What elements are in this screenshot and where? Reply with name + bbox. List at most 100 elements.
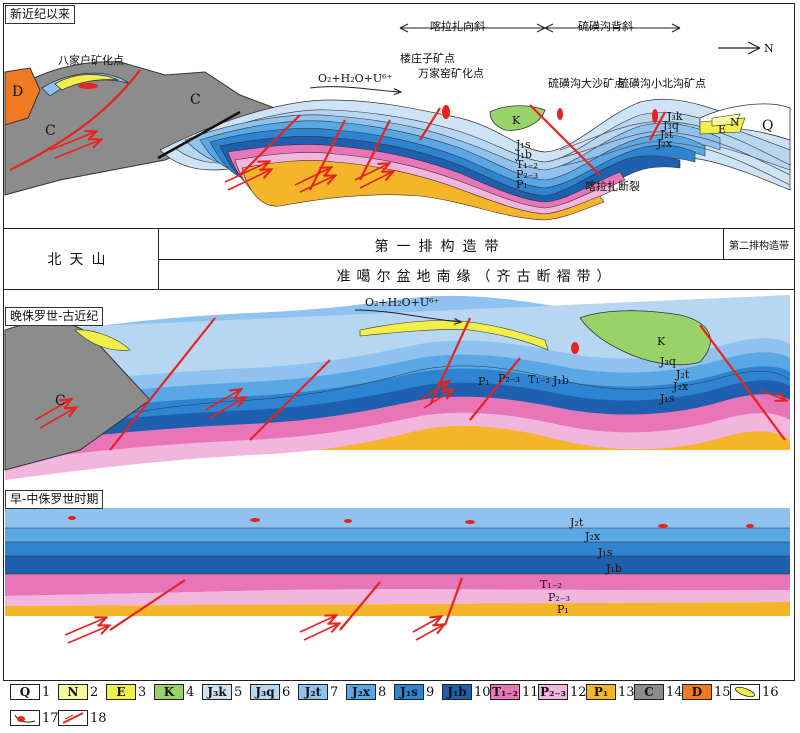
legend-item-11: T₁₋₂ 11 xyxy=(490,683,539,701)
early-j1s xyxy=(5,542,790,556)
early-sym-j2t: J₂t xyxy=(569,516,584,529)
fault-arrows-recent xyxy=(49,132,392,193)
sym-q: Q xyxy=(762,118,773,134)
panel-recent: 喀拉扎向斜 硫磺沟背斜 N 八家户矿化点 楼庄子矿点 万家窑矿化点 硫磺沟大沙矿… xyxy=(4,19,791,221)
legend-item-14: C 14 xyxy=(634,683,683,701)
faults-early xyxy=(109,577,464,631)
unit-d xyxy=(4,67,41,126)
legend-number: 10 xyxy=(474,684,491,700)
legend-swatch-8: J₂x xyxy=(346,684,376,700)
label-wanjiagou: 万家窑矿化点 xyxy=(418,66,484,80)
unit-k-recent xyxy=(489,105,546,131)
late-fluid: O₂+H₂O+U⁶⁺ xyxy=(365,296,440,309)
late-yellow-lens xyxy=(74,329,131,351)
sym-c1: C xyxy=(45,123,56,139)
legend-item-10: J₁b 10 xyxy=(442,683,491,701)
late-sym-c: C xyxy=(55,393,66,409)
sym-k: K xyxy=(512,114,521,127)
legend-item-12: P₂₋₃ 12 xyxy=(538,683,587,701)
early-sym-j2x: J₂x xyxy=(584,530,601,543)
sym-j1s: J₁s xyxy=(515,138,531,151)
legend-item-9: J₁s 9 xyxy=(394,683,434,701)
legend-swatch-10: J₁b xyxy=(442,684,472,700)
label-fault: 喀拉扎断裂 xyxy=(585,179,640,193)
ore-lens xyxy=(78,83,98,89)
sym-n: N xyxy=(730,116,740,129)
faults-recent xyxy=(9,69,666,191)
band-second-zone: 第二排构造带 xyxy=(729,241,789,252)
legend-swatch-7: J₂t xyxy=(298,684,328,700)
early-ore-lenses xyxy=(68,516,754,528)
late-e xyxy=(359,320,549,351)
legend-item-15: D 15 xyxy=(682,683,731,701)
legend-swatch-4: K xyxy=(154,684,184,700)
sym-c2: C xyxy=(190,92,201,108)
legend-swatch-9: J₁s xyxy=(394,684,424,700)
panel-late: O₂+H₂O+U⁶⁺ C K P₁ P₂₋₃ T₁₋₂ J₁b J₃q J₂t … xyxy=(4,295,791,480)
late-sym-t: T₁₋₂ xyxy=(528,373,550,386)
unit-n xyxy=(711,113,741,127)
panel-early: J₂t J₂x J₁s J₁b T₁₋₂ P₂₋₃ P₁ xyxy=(5,508,790,644)
late-ore xyxy=(571,342,579,354)
legend-swatch-15: D xyxy=(682,684,712,700)
early-p1 xyxy=(5,602,790,616)
late-sym-j2x: J₂x xyxy=(672,380,689,393)
legend-number: 16 xyxy=(762,684,779,700)
legend-item-13: P₁ 13 xyxy=(586,683,635,701)
legend-swatch-5: J₃k xyxy=(202,684,232,700)
sym-j1b: J₁b xyxy=(515,148,532,161)
early-sym-p23: P₂₋₃ xyxy=(548,591,570,604)
sym-t-recent: T₁₋₂ xyxy=(516,158,538,171)
legend-swatch-6: J₃q xyxy=(250,684,280,700)
legend-number: 14 xyxy=(666,684,683,700)
label-fluid-recent: O₂+H₂O+U⁶⁺ xyxy=(318,72,393,85)
legend-item-7: J₂t 7 xyxy=(298,683,338,701)
north-arrow-icon xyxy=(718,41,761,55)
sym-j2x: J₂x xyxy=(656,137,673,150)
legend-item-8: J₂x 8 xyxy=(346,683,386,701)
legend-item-5: J₃k 5 xyxy=(202,683,242,701)
legend-swatch-16 xyxy=(730,684,760,700)
panel-title-recent: 新近纪以来 xyxy=(5,5,76,24)
panel-title-late: 晚侏罗世-古近纪 xyxy=(5,307,104,326)
early-sym-p1: P₁ xyxy=(557,603,569,616)
sym-p23-recent: P₂₋₃ xyxy=(516,168,538,181)
legend-number: 3 xyxy=(138,684,147,700)
legend: Q 1 N 2 E 3 K 4 J₃k 5 J₃q 6 J₂t 7 J₂x 8 J₁s 9 J₁b 10 T₁₋₂ 11 P… xyxy=(10,683,790,731)
legend-number: 5 xyxy=(234,684,243,700)
sym-e: E xyxy=(718,123,726,136)
sym-j3q: J₃q xyxy=(662,119,679,132)
late-sym-j2t: J₂t xyxy=(675,368,690,381)
early-sym-j1b: J₁b xyxy=(605,562,622,575)
legend-item-17: 17 xyxy=(10,709,59,727)
span-arrows xyxy=(399,23,681,33)
late-sym-p23: P₂₋₃ xyxy=(498,372,520,385)
band-margin: 准噶尔盆地南缘（齐古断褶带） xyxy=(336,269,617,285)
early-p23 xyxy=(5,589,790,606)
small-fold-yellow xyxy=(54,74,119,91)
late-sym-p1: P₁ xyxy=(478,375,490,388)
early-j1b xyxy=(5,556,790,574)
panel-title-early: 早-中侏罗世时期 xyxy=(5,490,104,509)
early-j2t xyxy=(5,508,790,528)
late-sym-j3q: J₃q xyxy=(659,355,676,368)
ore-dasha xyxy=(557,108,563,120)
late-k xyxy=(579,310,711,366)
label-bajiahu: 八家户矿化点 xyxy=(58,53,124,67)
sym-j2t: J₂t xyxy=(659,128,674,141)
label-anticline-right: 硫磺沟背斜 xyxy=(578,19,633,33)
sym-p1-recent: P₁ xyxy=(516,178,528,191)
legend-swatch-18 xyxy=(58,710,88,726)
legend-swatch-11: T₁₋₂ xyxy=(490,684,520,700)
legend-swatch-2: N xyxy=(58,684,88,700)
legend-item-6: J₃q 6 xyxy=(250,683,290,701)
legend-number: 9 xyxy=(426,684,435,700)
early-j2x xyxy=(5,528,790,542)
legend-number: 6 xyxy=(282,684,291,700)
sym-d: D xyxy=(12,84,23,100)
figure-frame xyxy=(3,3,795,681)
ore-louzhuangzi xyxy=(442,105,450,119)
